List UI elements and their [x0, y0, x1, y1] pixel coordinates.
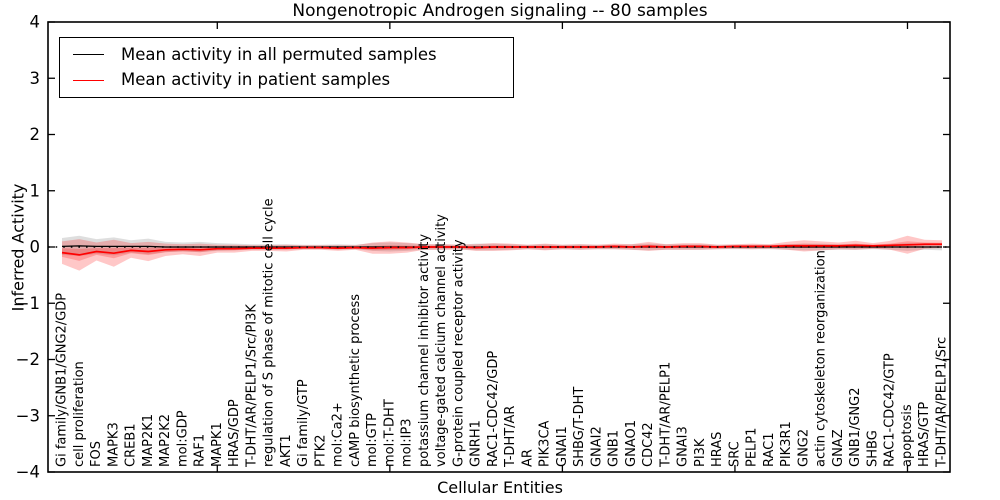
x-tick-label: RAC1-CDC42/GDP — [486, 351, 501, 467]
x-tick-label: MAP2K2 — [158, 414, 173, 467]
permuted-line-swatch — [73, 54, 104, 56]
x-tick-label: PTK2 — [313, 434, 328, 467]
legend-label-permuted: Mean activity in all permuted samples — [121, 44, 437, 64]
y-tick-label: 4 — [30, 13, 41, 32]
x-tick-label: T-DHT/AR/PELP1/Src — [935, 337, 950, 468]
x-tick-label: AR — [520, 449, 535, 467]
x-tick-label: apoptosis — [900, 404, 915, 467]
x-tick-label: Gi family/GNB1/GNG2/GDP — [55, 293, 70, 467]
y-axis-label: Inferred Activity — [8, 183, 28, 312]
x-tick-label: PIK3CA — [538, 420, 553, 467]
x-tick-label: mol:IP3 — [400, 418, 415, 467]
y-tick-label: −2 — [16, 350, 40, 369]
y-tick-label: 1 — [30, 181, 41, 200]
y-tick-label: −3 — [16, 406, 40, 425]
x-axis-label: Cellular Entities — [437, 478, 563, 497]
patient-mean-line — [61, 243, 942, 256]
x-tick-label: FOS — [89, 441, 104, 467]
x-tick-label: MAPK1 — [210, 422, 225, 467]
x-tick-label: regulation of S phase of mitotic cell cy… — [262, 198, 277, 467]
y-tick-label: −4 — [16, 463, 40, 482]
x-tick-label: SRC — [727, 441, 742, 467]
x-tick-label: SHBG — [865, 430, 880, 467]
x-tick-label: mol:GTP — [365, 413, 380, 467]
x-tick-label: PI3K — [693, 438, 708, 467]
x-tick-label: GNG2 — [796, 429, 811, 467]
x-tick-label: voltage-gated calcium channel activity — [434, 214, 449, 467]
x-tick-label: mol:GDP — [175, 410, 190, 467]
x-tick-label: cAMP biosynthetic process — [348, 294, 363, 467]
x-tick-label: GNB1/GNG2 — [848, 387, 863, 467]
x-tick-label: mol:T-DHT — [382, 399, 397, 467]
x-tick-label: cell proliferation — [72, 361, 87, 467]
x-tick-label: G-protein coupled receptor activity — [451, 239, 466, 467]
x-tick-label: PELP1 — [745, 428, 760, 467]
legend-entry-patient: Mean activity in patient samples — [60, 69, 513, 89]
y-tick-label: 3 — [30, 69, 41, 88]
x-tick-label: GNAO1 — [624, 420, 639, 467]
x-tick-label: RAC1-CDC42/GTP — [883, 353, 898, 467]
x-tick-label: GNAI1 — [555, 426, 570, 467]
x-tick-label: T-DHT/AR/PELP1/Src/PI3K — [244, 304, 259, 468]
x-tick-label: T-DHT/AR/PELP1 — [658, 362, 673, 468]
x-tick-label: MAPK3 — [106, 422, 121, 467]
x-tick-label: RAF1 — [193, 434, 208, 467]
x-tick-label: mol:Ca2+ — [331, 402, 346, 467]
x-tick-label: PIK3R1 — [779, 421, 794, 467]
legend-label-patient: Mean activity in patient samples — [121, 69, 391, 89]
y-tick-label: −1 — [16, 294, 40, 313]
x-tick-label: AKT1 — [279, 434, 294, 467]
x-tick-label: HRAS — [710, 432, 725, 467]
x-tick-label: T-DHT/AR — [503, 406, 518, 468]
patient-std-band-outer — [62, 235, 942, 271]
x-tick-label: GNAZ — [831, 429, 846, 467]
x-tick-label: SHBG/T-DHT — [572, 387, 587, 467]
legend-entry-permuted: Mean activity in all permuted samples — [60, 44, 513, 64]
y-tick-label: 2 — [30, 125, 41, 144]
legend-box: Mean activity in all permuted samples Me… — [59, 37, 514, 98]
y-tick-label: 0 — [30, 238, 41, 257]
x-tick-label: potassium channel inhibitor activity — [417, 234, 432, 467]
x-tick-label: GNAI3 — [676, 426, 691, 467]
x-tick-label: RAC1 — [762, 432, 777, 467]
x-tick-label: actin cytoskeleton reorganization — [814, 250, 829, 467]
permuted-std-band — [62, 235, 942, 256]
x-tick-label: MAP2K1 — [141, 414, 156, 467]
patient-line-swatch — [73, 79, 104, 81]
x-tick-label: Gi family/GTP — [296, 379, 311, 467]
x-tick-label: HRAS/GDP — [227, 399, 242, 467]
x-tick-label: GNB1 — [607, 430, 622, 467]
chart-title: Nongenotropic Androgen signaling -- 80 s… — [292, 1, 708, 21]
x-tick-label: GNRH1 — [469, 420, 484, 467]
x-tick-label: GNAI2 — [589, 426, 604, 467]
x-tick-label: HRAS/GTP — [917, 402, 932, 467]
x-tick-label: CDC42 — [641, 422, 656, 467]
x-tick-label: CREB1 — [124, 423, 139, 467]
